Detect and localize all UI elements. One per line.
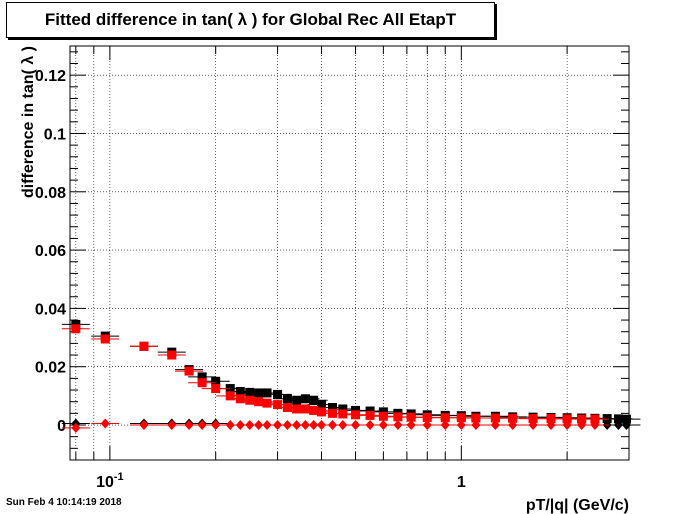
axis-ticks: 0 0.02 0.04 0.06 0.08 0.1 0.12 10-1 1 — [35, 46, 630, 491]
data-point-square — [245, 387, 255, 397]
data-point-diamond — [100, 418, 110, 429]
data-point-square — [456, 413, 466, 423]
data-point-square — [100, 334, 110, 344]
data-point-square — [225, 384, 235, 394]
x-axis-label: pT/|q| (GeV/c) — [526, 497, 629, 514]
data-point-square — [245, 395, 255, 405]
plot-frame — [69, 45, 630, 461]
data-point-diamond — [456, 420, 466, 431]
data-point-square — [300, 404, 310, 414]
data-point-square — [235, 394, 245, 404]
data-point-square — [273, 389, 283, 399]
data-point-diamond — [440, 420, 450, 431]
y-tick-label: 0.1 — [44, 126, 66, 143]
data-point-square — [546, 414, 556, 424]
data-point-square — [225, 391, 235, 401]
chart-title-box: Fitted difference in tan( λ ) for Global… — [6, 2, 495, 38]
data-point-square — [316, 407, 326, 417]
data-point-square — [309, 395, 319, 405]
data-point-diamond — [139, 420, 149, 431]
grid-lines — [70, 46, 630, 460]
x-tick-label: 10-1 — [96, 471, 124, 491]
y-tick-label: 0.06 — [35, 243, 66, 260]
y-axis-label: difference in tan( λ ) — [20, 46, 37, 198]
data-point-diamond — [351, 420, 361, 431]
data-point-square — [590, 414, 600, 424]
data-point-diamond — [211, 420, 221, 431]
data-point-square — [328, 408, 338, 418]
data-point-square — [139, 341, 149, 351]
data-point-diamond — [167, 420, 177, 431]
data-point-square — [211, 376, 221, 386]
data-point-square — [422, 412, 432, 422]
data-point-diamond — [490, 420, 500, 431]
data-point-square — [254, 397, 264, 407]
data-point-diamond — [546, 420, 556, 431]
data-point-square — [351, 410, 361, 420]
data-point-square — [528, 414, 538, 424]
data-point-square — [365, 410, 375, 420]
data-point-square — [211, 384, 221, 394]
y-tick-label: 0.12 — [35, 68, 66, 85]
data-point-square — [440, 413, 450, 423]
data-point-diamond — [508, 420, 518, 431]
data-point-square — [338, 409, 348, 419]
data-point-square — [338, 404, 348, 414]
chart-title: Fitted difference in tan( λ ) for Global… — [44, 10, 457, 29]
data-point-square — [471, 413, 481, 423]
data-point-diamond — [562, 420, 572, 431]
data-point-square — [282, 394, 292, 404]
y-tick-label: 0.04 — [35, 301, 66, 318]
data-point-square — [621, 414, 631, 424]
data-point-square — [262, 398, 272, 408]
data-point-square — [406, 412, 416, 422]
y-tick-label: 0.02 — [35, 360, 66, 377]
data-point-square — [167, 350, 177, 360]
data-point-square — [309, 405, 319, 415]
x-tick-label: 1 — [457, 474, 466, 491]
timestamp: Sun Feb 4 10:14:19 2018 — [6, 497, 122, 508]
data-point-square — [292, 395, 302, 405]
data-point-square — [273, 400, 283, 410]
data-point-square — [300, 394, 310, 404]
data-point-square — [197, 372, 207, 382]
data-point-square — [562, 414, 572, 424]
data-point-diamond — [406, 420, 416, 431]
data-point-diamond — [422, 420, 432, 431]
data-point-square — [262, 388, 272, 398]
data-point-diamond — [378, 420, 388, 431]
data-point-square — [71, 324, 81, 334]
data-point-square — [282, 403, 292, 413]
data-point-square — [235, 386, 245, 396]
data-point-square — [378, 411, 388, 421]
data-point-diamond — [590, 420, 600, 431]
data-point-diamond — [528, 420, 538, 431]
data-point-diamond — [71, 422, 81, 433]
data-point-square — [508, 413, 518, 423]
data-point-square — [197, 378, 207, 388]
data-point-square — [328, 403, 338, 413]
data-markers — [61, 319, 641, 433]
data-point-diamond — [471, 420, 481, 431]
data-point-diamond — [621, 420, 631, 431]
data-point-square — [490, 413, 500, 423]
data-point-square — [184, 366, 194, 376]
y-tick-label: 0 — [57, 418, 66, 435]
y-tick-label: 0.08 — [35, 185, 66, 202]
data-point-square — [316, 400, 326, 410]
